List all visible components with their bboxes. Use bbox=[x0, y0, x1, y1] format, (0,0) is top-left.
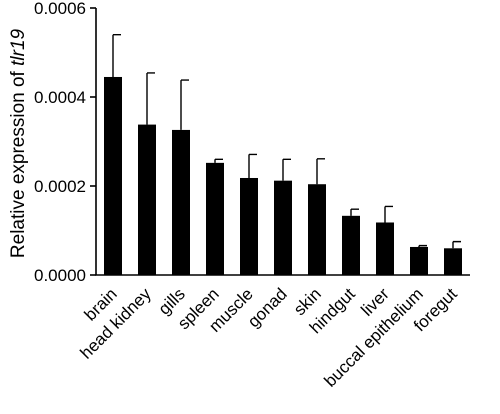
bar-buccal-epithelium bbox=[410, 246, 428, 275]
error-bar-muscle bbox=[248, 153, 257, 178]
error-bar-gills bbox=[180, 79, 189, 130]
y-tick-label: 0.0002 bbox=[34, 177, 86, 196]
bar-hindgut bbox=[342, 215, 360, 275]
y-axis-label-gene: tlr19 bbox=[8, 28, 29, 65]
bar-liver bbox=[376, 222, 394, 275]
y-tick-label: 0.0006 bbox=[34, 0, 86, 18]
y-axis-label-prefix: Relative expression of bbox=[8, 66, 29, 258]
y-tick-label: 0.0004 bbox=[34, 88, 86, 107]
bar-foregut bbox=[444, 248, 462, 275]
error-bar-spleen bbox=[214, 158, 223, 163]
bar-gonad bbox=[274, 180, 292, 275]
bar-skin bbox=[308, 184, 326, 275]
bar-spleen bbox=[206, 162, 224, 275]
error-bar-foregut bbox=[452, 240, 461, 249]
error-bar-buccal-epithelium bbox=[418, 244, 427, 247]
error-bar-brain bbox=[112, 34, 121, 77]
error-bar-liver bbox=[384, 205, 393, 223]
error-bar-hindgut bbox=[350, 208, 359, 216]
y-tick-label: 0.0000 bbox=[34, 266, 86, 285]
error-bar-head-kidney bbox=[146, 72, 155, 125]
bars-layer bbox=[104, 76, 462, 275]
error-bar-skin bbox=[316, 158, 325, 185]
x-category-label: gonad bbox=[244, 284, 291, 331]
bar-brain bbox=[104, 76, 122, 275]
error-bars-layer bbox=[112, 34, 461, 249]
y-axis-label: Relative expression of tlr19 bbox=[8, 28, 29, 258]
bar-muscle bbox=[240, 177, 258, 275]
bar-gills bbox=[172, 129, 190, 275]
bar-head-kidney bbox=[138, 124, 156, 275]
y-ticks-layer: 0.0000 0.0002 0.0004 0.0006 bbox=[34, 0, 96, 285]
error-bar-gonad bbox=[282, 158, 291, 181]
